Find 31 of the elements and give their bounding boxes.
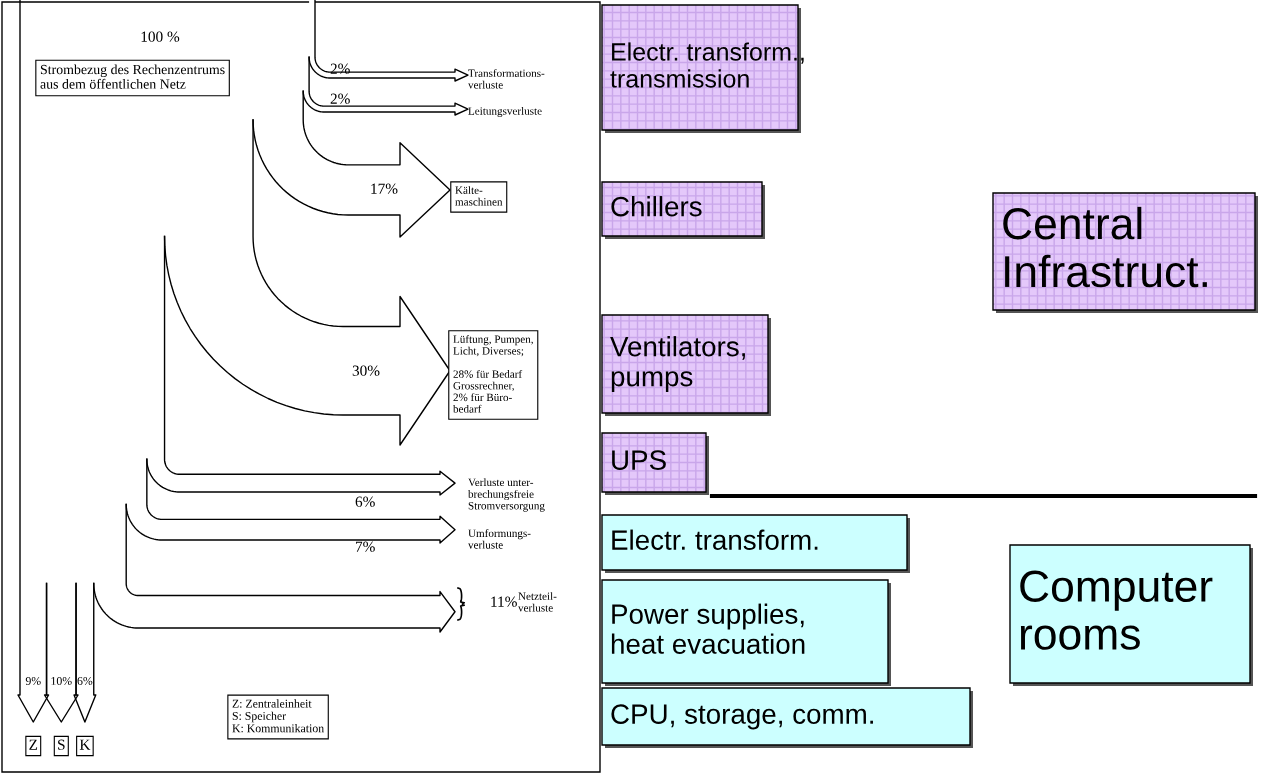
text: Computer rooms — [1020, 570, 1213, 650]
data-label: 30% — [352, 365, 380, 376]
category-label: S — [58, 739, 65, 750]
text: CPU, storage, comm. — [611, 704, 873, 730]
text: Chillers — [611, 196, 702, 217]
text: Ventilators, pumps — [610, 336, 745, 392]
category-label: Umformungs- verluste — [468, 529, 531, 549]
data-label: 11% — [491, 596, 517, 607]
data-label: 7% — [356, 541, 375, 552]
text: Z: Zentraleinheit S: Speicher K: Kommunikation — [232, 699, 324, 733]
text: Electr. transform. — [612, 529, 818, 550]
text: Strombezug des Rechenzentrums aus dem öffentlichen Netz — [40, 64, 225, 89]
category-label: K — [79, 739, 91, 750]
category-label: Netzteil- verluste — [518, 592, 557, 612]
category-label: Lüftung, Pumpen, Licht, Diverses; 28% für Bedarf Grossrechner, 2% für Büro- bedarf — [453, 335, 533, 413]
category-label: Leitungsverluste — [468, 106, 542, 118]
data-label: 2% — [330, 93, 350, 104]
text: Power supplies, heat evacuation — [611, 603, 805, 654]
data-label: 17% — [371, 183, 398, 194]
category-label: Kälte- maschinen — [455, 186, 503, 206]
category-label: Verluste unter- brechungsfreie Stromversorgung — [468, 478, 545, 512]
category-label: Transformations- verluste — [468, 69, 545, 89]
text: UPS — [612, 450, 666, 470]
data-label: 9% — [25, 676, 41, 685]
data-label: 10% — [51, 676, 72, 685]
data-label: 6% — [77, 676, 93, 685]
text: 100 % — [141, 31, 180, 42]
category-label: Z — [29, 739, 38, 750]
data-label: 6% — [355, 496, 375, 507]
text: Central Infrastruct. — [1003, 206, 1207, 288]
data-label: 2% — [330, 63, 350, 74]
